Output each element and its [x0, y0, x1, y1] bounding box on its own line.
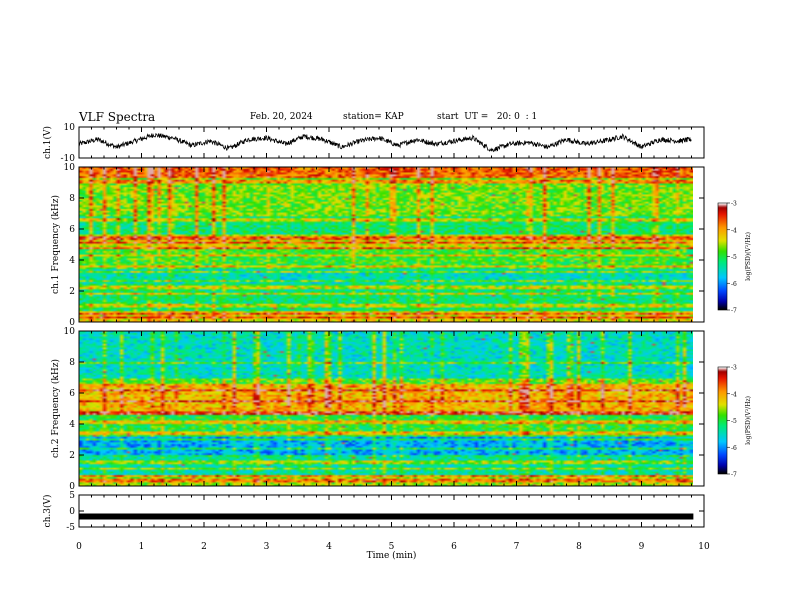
colorbar-tick-label: -4 [731, 227, 737, 234]
colorbar-label: log(PSD)(V²/Hz) [745, 396, 752, 445]
y-tick-label: 0 [69, 482, 75, 492]
x-tick-label: 1 [139, 542, 145, 552]
spectrogram-image-1 [79, 167, 693, 322]
x-tick-label: 5 [389, 542, 395, 552]
waveform-trace [78, 132, 692, 153]
y-tick-label: 8 [69, 194, 75, 204]
colorbar-label: log(PSD)(V²/Hz) [745, 232, 752, 281]
colorbar-image [718, 203, 727, 310]
y-axis-label: ch.1(V) [42, 126, 53, 159]
colorbar-tick-label: -3 [731, 365, 737, 372]
colorbar-tick-label: -7 [731, 308, 737, 315]
start-time-label: start UT = 20: 0 : 1 [437, 112, 538, 122]
colorbar-tick-label: -6 [731, 445, 737, 452]
station-label: station= KAP [343, 112, 404, 122]
x-tick-label: 0 [76, 542, 82, 552]
colorbar-tick-label: -5 [731, 418, 737, 425]
colorbar-tick-label: -4 [731, 391, 737, 398]
y-tick-label: 0 [69, 507, 75, 517]
y-tick-label: 0 [69, 318, 75, 328]
colorbar-tick-label: -6 [731, 281, 737, 288]
x-tick-label: 10 [698, 542, 710, 552]
x-tick-label: 9 [639, 542, 645, 552]
y-tick-label: 4 [69, 256, 75, 266]
colorbar-tick-label: -3 [731, 201, 737, 208]
y-tick-label: 10 [64, 123, 76, 133]
x-tick-label: 7 [514, 542, 520, 552]
figure-title: VLF Spectra [79, 110, 156, 124]
y-tick-label: -5 [66, 523, 75, 533]
y-tick-label: 6 [69, 225, 75, 235]
x-axis-label: Time (min) [367, 550, 417, 561]
x-tick-label: 8 [576, 542, 582, 552]
y-tick-label: 10 [64, 163, 76, 173]
y-tick-label: 2 [69, 451, 75, 461]
x-tick-label: 4 [326, 542, 332, 552]
date-label: Feb. 20, 2024 [250, 112, 313, 122]
y-tick-label: 8 [69, 358, 75, 368]
colorbar-image [718, 367, 727, 474]
y-axis-label: ch.3(V) [42, 495, 53, 528]
y-tick-label: 4 [69, 420, 75, 430]
y-axis-label: ch.2 Frequency (kHz) [50, 359, 61, 458]
y-tick-label: 5 [69, 491, 75, 501]
y-tick-label: 6 [69, 389, 75, 399]
colorbar-tick-label: -7 [731, 472, 737, 479]
y-tick-label: -10 [61, 154, 76, 164]
x-tick-label: 3 [264, 542, 270, 552]
colorbar-tick-label: -5 [731, 254, 737, 261]
y-tick-label: 2 [69, 287, 75, 297]
y-axis-label: ch.1 Frequency (kHz) [50, 195, 61, 294]
x-tick-label: 2 [201, 542, 207, 552]
x-tick-label: 6 [451, 542, 457, 552]
spectrogram-image-2 [79, 331, 693, 486]
y-tick-label: 10 [64, 327, 76, 337]
